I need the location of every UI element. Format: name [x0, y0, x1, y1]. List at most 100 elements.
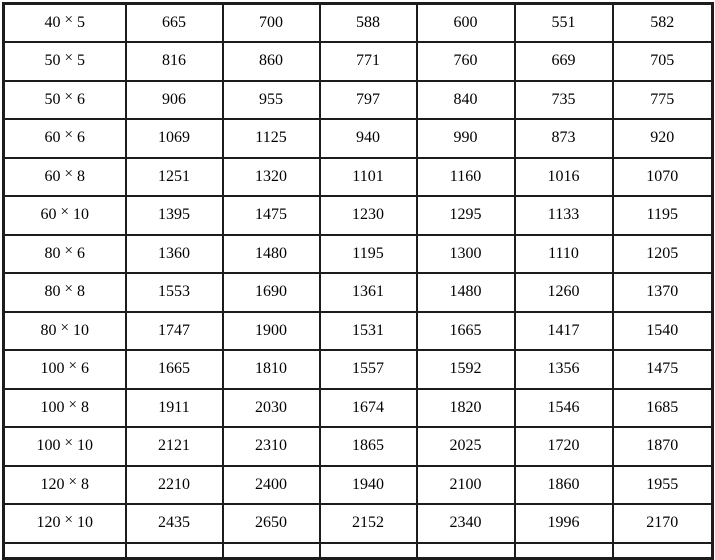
value-cell: 1480: [415, 272, 516, 313]
table-row: 60 × 6 1069 1125 940 990 873 920: [2, 118, 714, 159]
value-cell: 1260: [513, 272, 614, 313]
times-symbol: ×: [64, 281, 73, 298]
value-cell: 840: [415, 79, 516, 120]
value-cell: 1747: [124, 310, 224, 351]
value-cell: 860: [221, 41, 321, 82]
table-row: 120 × 10 2435 2650 2152 2340 1996 2170: [2, 503, 714, 544]
size-width-value: 60: [44, 129, 61, 147]
value-cell: 955: [221, 79, 321, 120]
times-symbol: ×: [68, 358, 77, 375]
value-cell: 1870: [611, 426, 714, 467]
times-symbol: ×: [64, 127, 73, 144]
table-row: 120 × 8 2210 2400 1940 2100 1860 1955: [2, 464, 714, 505]
value-cell: 906: [124, 79, 224, 120]
value-cell: 1195: [611, 195, 714, 236]
size-height-value: 6: [80, 360, 89, 378]
size-width-value: 100: [36, 437, 61, 455]
times-symbol: ×: [64, 242, 73, 259]
value-cell: 1480: [221, 233, 321, 274]
size-cell: 80 × 6: [2, 233, 127, 274]
partial-table-row: [2, 541, 714, 560]
size-cell: 100 × 6: [2, 349, 127, 390]
value-cell: 1553: [124, 272, 224, 313]
table-row: 100 × 6 1665 1810 1557 1592 1356 1475: [2, 349, 714, 390]
size-width-value: 120: [40, 475, 65, 493]
size-width-value: 120: [36, 514, 61, 532]
size-height-value: 10: [76, 437, 93, 455]
table-row: 50 × 6 906 955 797 840 735 775: [2, 79, 714, 120]
size-width-value: 60: [44, 167, 61, 185]
value-cell: 1160: [415, 156, 516, 197]
value-cell: 1531: [318, 310, 418, 351]
size-height-value: 8: [80, 475, 89, 493]
value-cell: [611, 541, 714, 560]
value-cell: [221, 541, 321, 560]
value-cell: 2340: [415, 503, 516, 544]
value-cell: 1665: [415, 310, 516, 351]
value-cell: 1546: [513, 387, 614, 428]
value-cell: 1230: [318, 195, 418, 236]
value-cell: 1101: [318, 156, 418, 197]
size-cell: 120 × 8: [2, 464, 127, 505]
times-symbol: ×: [64, 12, 73, 28]
value-cell: [124, 541, 224, 560]
value-cell: 771: [318, 41, 418, 82]
size-width-value: 50: [44, 90, 61, 108]
value-cell: 1205: [611, 233, 714, 274]
value-cell: 1475: [221, 195, 321, 236]
size-height-value: 6: [76, 244, 85, 262]
times-symbol: ×: [60, 204, 69, 221]
times-symbol: ×: [64, 88, 73, 105]
value-cell: 735: [513, 79, 614, 120]
size-width-value: 80: [40, 321, 57, 339]
value-cell: 1592: [415, 349, 516, 390]
value-cell: 1110: [513, 233, 614, 274]
size-width-value: 60: [40, 206, 57, 224]
value-cell: 2435: [124, 503, 224, 544]
size-height-value: 10: [72, 206, 89, 224]
size-cell: 60 × 10: [2, 195, 127, 236]
value-cell: 1940: [318, 464, 418, 505]
size-height-value: 6: [76, 90, 85, 108]
size-width-value: 80: [44, 283, 61, 301]
times-symbol: ×: [60, 319, 69, 336]
value-cell: 2025: [415, 426, 516, 467]
value-cell: 1320: [221, 156, 321, 197]
times-symbol: ×: [68, 473, 77, 490]
value-cell: [513, 541, 614, 560]
value-cell: 2400: [221, 464, 321, 505]
times-symbol: ×: [64, 512, 73, 529]
table-row: 40 × 5 665 700 588 600 551 582: [2, 2, 714, 43]
table-row: 80 × 8 1553 1690 1361 1480 1260 1370: [2, 272, 714, 313]
value-cell: 665: [124, 2, 224, 43]
value-cell: 920: [611, 118, 714, 159]
value-cell: 582: [611, 2, 714, 43]
value-cell: 1665: [124, 349, 224, 390]
times-symbol: ×: [68, 396, 77, 413]
value-cell: 1557: [318, 349, 418, 390]
size-width-value: 100: [40, 398, 65, 416]
value-cell: 797: [318, 79, 418, 120]
value-cell: 1955: [611, 464, 714, 505]
value-cell: 1300: [415, 233, 516, 274]
value-cell: 1295: [415, 195, 516, 236]
value-cell: 2121: [124, 426, 224, 467]
value-cell: 2170: [611, 503, 714, 544]
size-height-value: 8: [80, 398, 89, 416]
value-cell: 1865: [318, 426, 418, 467]
size-cell: 80 × 10: [2, 310, 127, 351]
value-cell: 2310: [221, 426, 321, 467]
size-height-value: 5: [76, 52, 85, 70]
value-cell: 1417: [513, 310, 614, 351]
size-cell: 50 × 5: [2, 41, 127, 82]
value-cell: 2030: [221, 387, 321, 428]
value-cell: 760: [415, 41, 516, 82]
value-cell: 1685: [611, 387, 714, 428]
size-cell: 60 × 6: [2, 118, 127, 159]
value-cell: 940: [318, 118, 418, 159]
size-height-value: 8: [76, 283, 85, 301]
size-height-value: 6: [76, 129, 85, 147]
